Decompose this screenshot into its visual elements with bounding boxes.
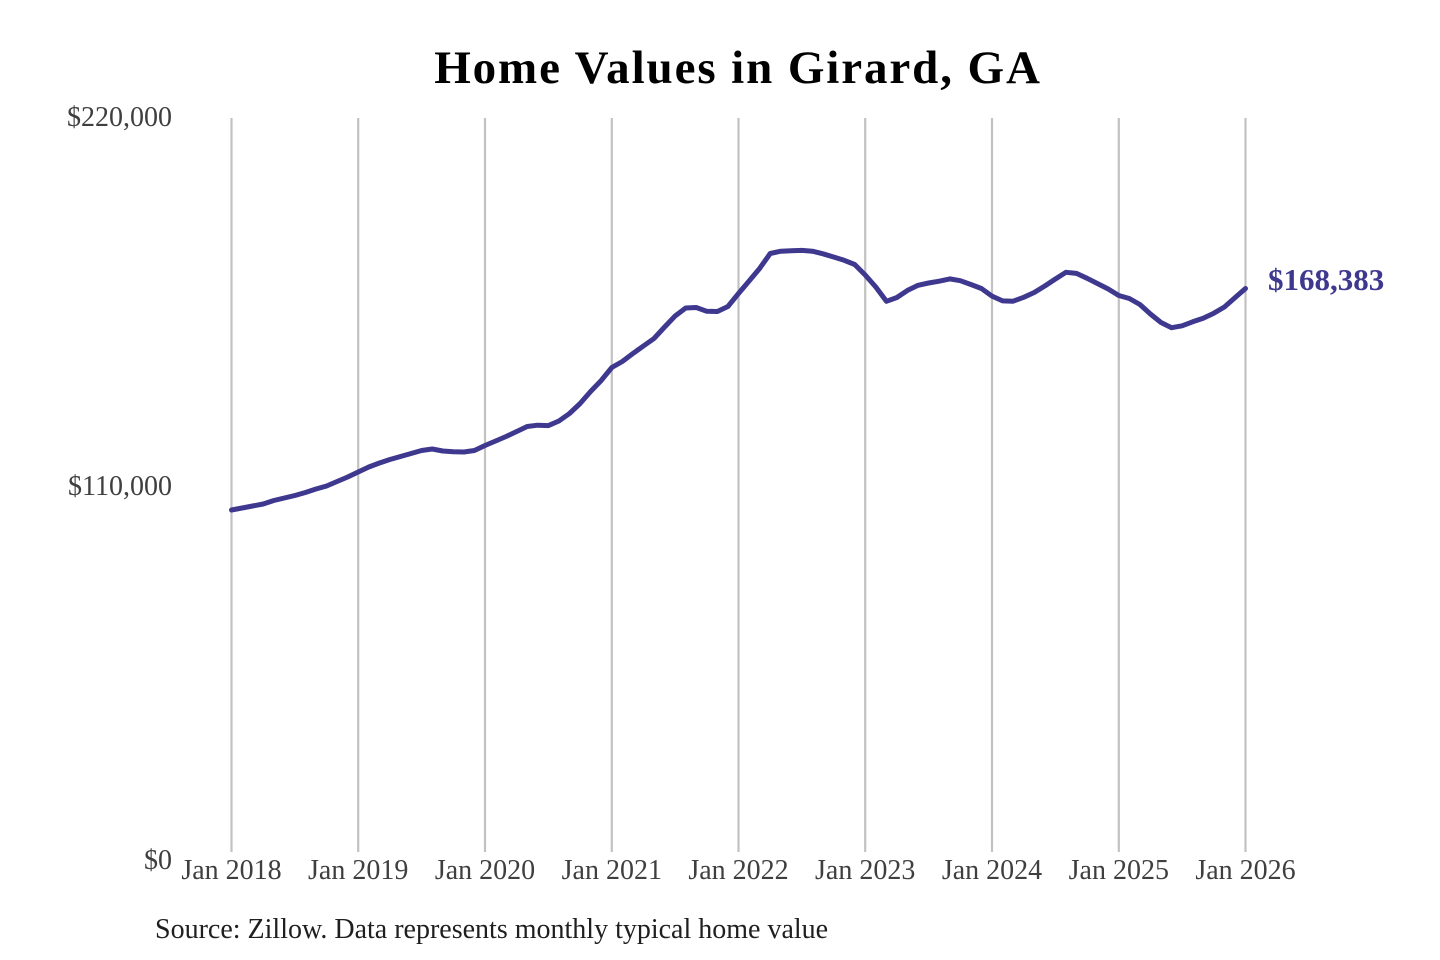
svg-text:Jan 2022: Jan 2022 xyxy=(688,855,788,886)
svg-text:$0: $0 xyxy=(144,845,172,876)
svg-text:Jan 2025: Jan 2025 xyxy=(1069,855,1169,886)
svg-text:$220,000: $220,000 xyxy=(67,102,172,133)
svg-text:Jan 2023: Jan 2023 xyxy=(815,855,915,886)
svg-text:$168,383: $168,383 xyxy=(1268,262,1384,297)
svg-text:$110,000: $110,000 xyxy=(68,471,172,502)
svg-text:Jan 2018: Jan 2018 xyxy=(181,855,281,886)
svg-text:Jan 2021: Jan 2021 xyxy=(562,855,662,886)
svg-text:Jan 2024: Jan 2024 xyxy=(942,855,1042,886)
svg-text:Jan 2019: Jan 2019 xyxy=(308,855,408,886)
svg-text:Jan 2020: Jan 2020 xyxy=(435,855,535,886)
svg-text:Jan 2026: Jan 2026 xyxy=(1195,855,1295,886)
